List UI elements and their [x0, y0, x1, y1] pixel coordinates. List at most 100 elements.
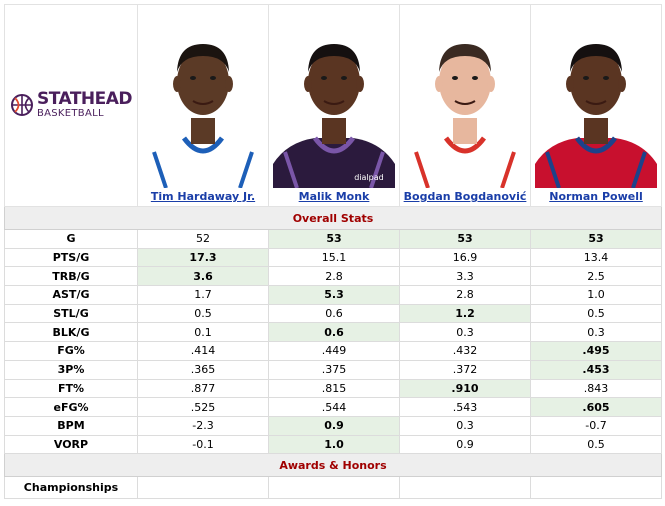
award-value	[399, 476, 531, 500]
stat-value: .877	[137, 378, 269, 399]
stat-value: 1.0	[268, 434, 400, 455]
award-label: Championships	[4, 476, 138, 500]
award-value	[137, 476, 269, 500]
player-column-4: Norman Powell	[530, 4, 662, 207]
stat-value: 5.3	[268, 285, 400, 305]
stat-value: -2.3	[137, 415, 269, 436]
stat-value: 53	[268, 229, 400, 249]
stat-value: 53	[530, 229, 662, 249]
section-header-awards: Awards & Honors	[4, 453, 662, 478]
stat-value: 15.1	[268, 247, 400, 268]
player-photo-bogdanovic	[404, 14, 526, 188]
section-title-overall: Overall Stats	[4, 206, 662, 230]
stat-value: 1.2	[399, 303, 531, 324]
logo-cell: STATHEAD BASKETBALL	[4, 4, 138, 207]
player-photo-powell	[535, 14, 657, 188]
stat-value: 0.6	[268, 322, 400, 343]
stat-value: 16.9	[399, 247, 531, 268]
player-link-tim-hardaway-jr[interactable]: Tim Hardaway Jr.	[150, 190, 256, 203]
stat-value: .449	[268, 341, 400, 361]
stat-row: G 52 53 53 53	[4, 229, 662, 249]
stat-value: 0.5	[530, 434, 662, 455]
stat-value: 52	[137, 229, 269, 249]
stat-value: 0.1	[137, 322, 269, 343]
stat-value: .843	[530, 378, 662, 399]
stat-row: STL/G 0.5 0.6 1.2 0.5	[4, 303, 662, 324]
stat-value: 2.5	[530, 266, 662, 287]
stat-value: .432	[399, 341, 531, 361]
stat-value: 0.5	[137, 303, 269, 324]
award-row: Championships	[4, 476, 662, 500]
stat-row: FG% .414.449.432.495	[4, 341, 662, 361]
stat-label: G	[4, 229, 138, 249]
stat-value: 1.7	[137, 285, 269, 305]
stat-label: FT%	[4, 378, 138, 399]
stat-value: 0.6	[268, 303, 400, 324]
stat-value: 0.9	[268, 415, 400, 436]
player-header-row: STATHEAD BASKETBALL Tim Hardaway Jr. dia…	[4, 4, 662, 207]
stat-value: 0.3	[530, 322, 662, 343]
stathead-logo[interactable]: STATHEAD BASKETBALL	[10, 89, 133, 119]
stat-row: BPM -2.3 0.9 0.3 -0.7	[4, 415, 662, 436]
player-column-2: dialpad Malik Monk	[268, 4, 400, 207]
stat-value: 1.0	[530, 285, 662, 305]
award-value	[268, 476, 400, 500]
stat-value: 17.3	[137, 247, 269, 268]
player-link-malik-monk[interactable]: Malik Monk	[298, 190, 370, 203]
logo-wordmark-top: STATHEAD	[36, 89, 133, 109]
player-column-1: Tim Hardaway Jr.	[137, 4, 269, 207]
stat-row: AST/G 1.7 5.3 2.8 1.0	[4, 285, 662, 305]
player-column-3: Bogdan Bogdanović	[399, 4, 531, 207]
stat-value: 0.3	[399, 322, 531, 343]
comparison-table: STATHEAD BASKETBALL Tim Hardaway Jr. dia…	[4, 4, 662, 500]
stat-value: .544	[268, 397, 400, 417]
stat-label: VORP	[4, 434, 138, 455]
stat-label: FG%	[4, 341, 138, 361]
stat-value: .910	[399, 378, 531, 399]
jersey-sponsor-text: dialpad	[354, 173, 383, 182]
stat-row: BLK/G 0.1 0.6 0.3 0.3	[4, 322, 662, 343]
stat-row: TRB/G 3.6 2.8 3.3 2.5	[4, 266, 662, 287]
stat-value: 0.3	[399, 415, 531, 436]
stat-value: 2.8	[399, 285, 531, 305]
section-header-overall: Overall Stats	[4, 206, 662, 230]
player-link-norman-powell[interactable]: Norman Powell	[549, 190, 643, 203]
basketball-logo-icon	[10, 94, 33, 116]
stat-label: BLK/G	[4, 322, 138, 343]
stat-label: TRB/G	[4, 266, 138, 287]
stat-label: AST/G	[4, 285, 138, 305]
stat-value: 2.8	[268, 266, 400, 287]
stat-value: .543	[399, 397, 531, 417]
stat-row: PTS/G 17.3 15.1 16.9 13.4	[4, 247, 662, 268]
stat-value: .375	[268, 359, 400, 380]
player-link-bogdan-bogdanovic[interactable]: Bogdan Bogdanović	[403, 190, 527, 203]
award-value	[530, 476, 662, 500]
section-title-awards: Awards & Honors	[4, 453, 662, 478]
stat-value: -0.7	[530, 415, 662, 436]
stat-row: FT% .877.815.910.843	[4, 378, 662, 399]
stat-value: 0.5	[530, 303, 662, 324]
stat-label: eFG%	[4, 397, 138, 417]
stat-value: .365	[137, 359, 269, 380]
stat-label: STL/G	[4, 303, 138, 324]
stat-label: 3P%	[4, 359, 138, 380]
stat-value: .414	[137, 341, 269, 361]
stat-value: .525	[137, 397, 269, 417]
stat-value: .453	[530, 359, 662, 380]
stat-row: 3P% .365.375.372.453	[4, 359, 662, 380]
stat-row: VORP -0.1 1.0 0.9 0.5	[4, 434, 662, 455]
stat-value: 3.3	[399, 266, 531, 287]
stat-label: BPM	[4, 415, 138, 436]
stat-value: .372	[399, 359, 531, 380]
stat-value: 13.4	[530, 247, 662, 268]
stat-label: PTS/G	[4, 247, 138, 268]
player-photo-hardaway	[142, 14, 264, 188]
stat-value: 0.9	[399, 434, 531, 455]
stat-value: .605	[530, 397, 662, 417]
stat-value: .495	[530, 341, 662, 361]
stat-value: .815	[268, 378, 400, 399]
stat-row: eFG% .525.544.543.605	[4, 397, 662, 417]
stat-value: 3.6	[137, 266, 269, 287]
stat-value: 53	[399, 229, 531, 249]
stat-value: -0.1	[137, 434, 269, 455]
